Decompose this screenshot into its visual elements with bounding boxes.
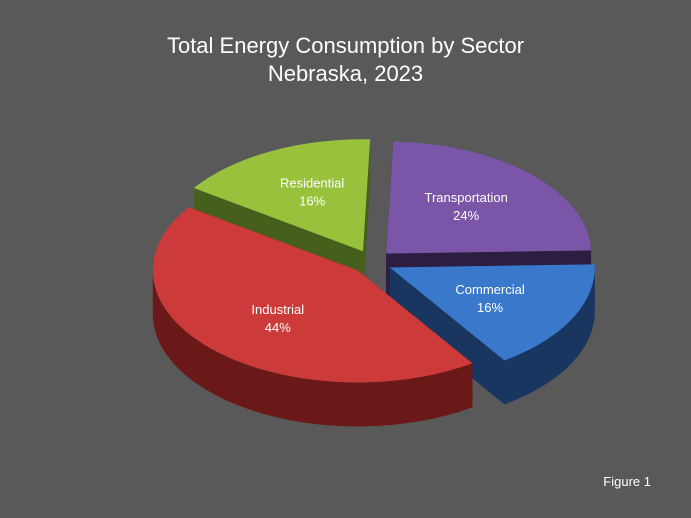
slice-label: Industrial (251, 302, 304, 317)
data-label-industrial: Industrial 44% (251, 302, 304, 335)
slice-percent: 16% (477, 300, 503, 315)
data-label-residential: Residential 16% (280, 175, 344, 208)
slice-percent: 44% (265, 320, 291, 335)
data-label-transportation: Transportation 24% (425, 190, 508, 223)
chart-title: Total Energy Consumption by Sector (166, 33, 525, 58)
commercial-side-face-1 (389, 267, 505, 405)
slice-label: Transportation (425, 190, 508, 205)
slice-residential (193, 139, 371, 252)
slice-label: Commercial (455, 282, 524, 297)
slice-percent: 24% (453, 208, 479, 223)
slice-label: Residential (280, 175, 344, 190)
chart-subtitle: Nebraska, 2023 (267, 61, 424, 86)
slice-industrial (152, 207, 473, 383)
figure-label: Figure 1 (603, 474, 651, 489)
slice-commercial (389, 264, 595, 361)
commercial-outer-wall (504, 267, 595, 405)
data-label-commercial: Commercial 16% (455, 282, 524, 315)
industrial-outer-wall (152, 270, 473, 427)
slice-percent: 16% (299, 193, 325, 208)
residential-side-face-1 (362, 139, 371, 296)
slice-transportation (386, 141, 592, 254)
